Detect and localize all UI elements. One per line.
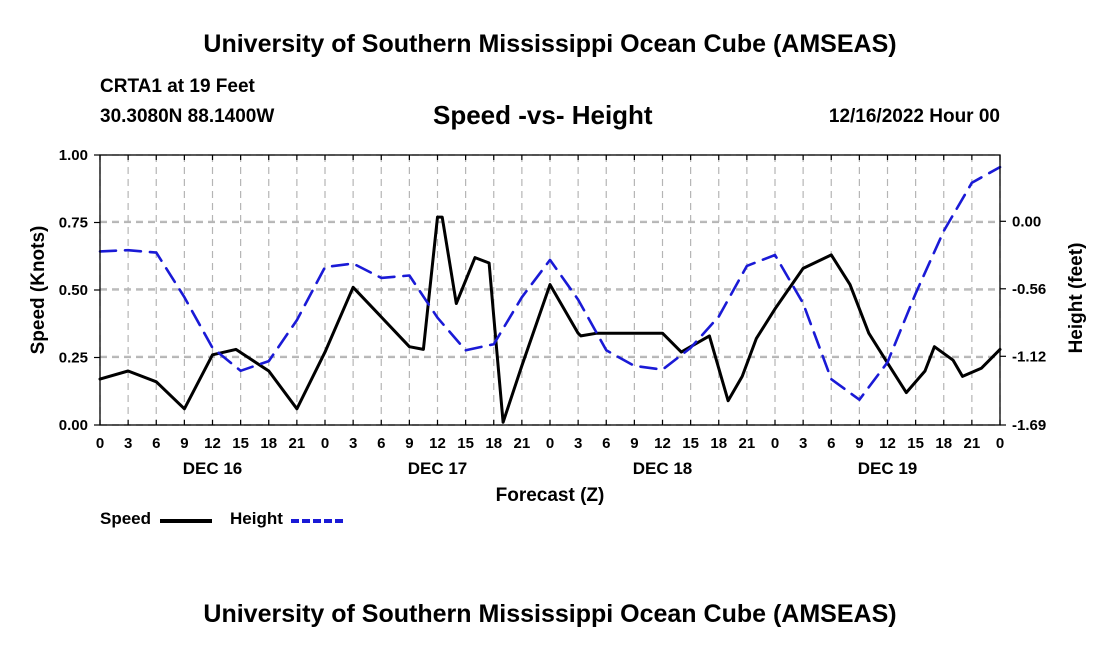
legend-speed-swatch [160,519,212,523]
x-tick-label: 3 [799,435,807,452]
y2-tick-label: 0.00 [1012,213,1041,230]
x-tick-label: 18 [710,435,727,452]
legend-height-label: Height [230,509,283,528]
x-tick-label: 9 [180,435,188,452]
chart-subtitle: Speed -vs- Height [433,100,653,130]
x-tick-label: 9 [855,435,863,452]
x-tick-label: 18 [935,435,952,452]
legend-height-swatch [291,519,343,523]
x-tick-label: 21 [289,435,306,452]
y2-tick-label: -1.69 [1012,417,1046,434]
x-tick-label: 21 [739,435,756,452]
date-label: DEC 16 [183,459,243,478]
y-tick-label: 0.50 [59,282,88,299]
y-tick-label: 1.00 [59,147,88,164]
station-label: CRTA1 at 19 Feet [100,76,255,97]
chart-title: University of Southern Mississippi Ocean… [203,30,897,58]
y2-tick-label: -1.12 [1012,348,1046,365]
x-tick-label: 12 [204,435,221,452]
x-tick-label: 6 [152,435,160,452]
x-tick-label: 15 [232,435,249,452]
x-tick-label: 6 [827,435,835,452]
x-tick-label: 15 [907,435,924,452]
x-tick-label: 6 [602,435,610,452]
date-label: DEC 17 [408,459,468,478]
x-tick-label: 6 [377,435,385,452]
legend-speed-label: Speed [100,509,152,528]
x-tick-label: 0 [96,435,104,452]
x-tick-label: 15 [682,435,699,452]
x-tick-label: 18 [260,435,277,452]
x-tick-label: 15 [457,435,474,452]
x-tick-label: 21 [514,435,531,452]
x-tick-label: 0 [546,435,554,452]
x-tick-label: 12 [879,435,896,452]
coordinates-label: 30.3080N 88.1400W [100,106,275,127]
x-tick-label: 3 [574,435,582,452]
footer-title: University of Southern Mississippi Ocean… [203,600,897,628]
datetime-label: 12/16/2022 Hour 00 [828,106,1000,127]
height-series-line [98,165,1002,401]
speed-series-line [98,215,1002,424]
x-tick-label: 12 [654,435,671,452]
x-tick-label: 9 [630,435,638,452]
y2-axis-title: Height (feet) [1066,243,1087,354]
y-tick-label: 0.25 [59,350,88,367]
y-tick-label: 0.75 [59,215,88,232]
date-label: DEC 19 [858,459,918,478]
date-label: DEC 18 [633,459,693,478]
y-tick-label: 0.00 [59,417,88,434]
y2-tick-label: -0.56 [1012,281,1046,298]
x-tick-label: 18 [485,435,502,452]
x-tick-label: 3 [349,435,357,452]
x-tick-label: 3 [124,435,132,452]
x-tick-label: 12 [429,435,446,452]
x-tick-label: 0 [771,435,779,452]
y-axis-title: Speed (Knots) [28,226,49,355]
x-tick-label: 0 [321,435,329,452]
x-tick-label: 21 [964,435,981,452]
x-axis-title: Forecast (Z) [496,485,605,506]
x-tick-label: 9 [405,435,413,452]
x-tick-label: 0 [996,435,1004,452]
